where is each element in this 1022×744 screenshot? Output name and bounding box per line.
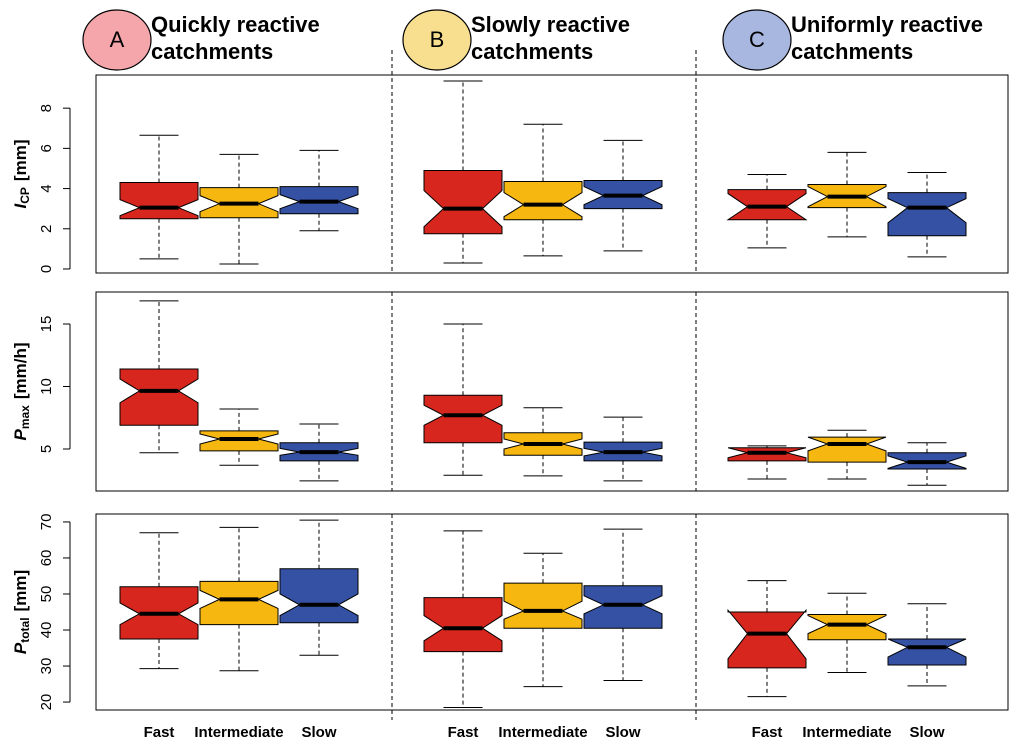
box [279, 568, 359, 624]
box [503, 181, 583, 221]
y-label-unit: [mm] [11, 140, 30, 182]
group-badge [82, 9, 152, 71]
y-label-subscript: CP [18, 187, 32, 204]
box [727, 608, 807, 669]
box [807, 614, 887, 641]
group-title: Uniformly reactive [791, 12, 983, 37]
y-tick-label: 5 [38, 445, 55, 453]
y-tick-label: 10 [38, 378, 55, 395]
box [423, 597, 503, 653]
group-letter: A [110, 27, 125, 52]
y-label-symbol: I [11, 202, 30, 208]
y-label-symbol: P [11, 642, 30, 654]
box [503, 582, 583, 629]
group-title: Slowly reactive [471, 12, 630, 37]
box [119, 182, 199, 220]
x-tick-label: Intermediate [194, 724, 283, 741]
y-tick-label: 15 [38, 316, 55, 333]
group-badge [402, 9, 472, 71]
group-title: catchments [791, 39, 913, 64]
box [119, 368, 199, 426]
y-axis-label: Pmax [mm/h] [11, 342, 32, 440]
group-letter: B [430, 27, 445, 52]
y-label-unit: [mm] [11, 570, 30, 612]
group-badge [722, 9, 792, 71]
box [423, 394, 503, 444]
y-tick-label: 50 [38, 586, 55, 603]
box [583, 585, 663, 629]
y-tick-label: 40 [38, 622, 55, 639]
y-tick-label: 0 [38, 265, 55, 273]
x-tick-label: Slow [605, 724, 640, 741]
panel-frame [95, 291, 1009, 492]
y-axis-label: Ptotal [mm] [11, 570, 32, 654]
x-tick-label: Fast [144, 724, 175, 741]
group-letter: C [749, 27, 765, 52]
group-title: Quickly reactive [151, 12, 320, 37]
x-tick-label: Fast [448, 724, 479, 741]
y-axis-label: ICP [mm] [11, 140, 32, 209]
x-tick-label: Fast [752, 724, 783, 741]
x-tick-label: Slow [301, 724, 336, 741]
box [807, 436, 887, 463]
panel-frame [95, 513, 1009, 711]
y-label-symbol: P [11, 429, 30, 441]
y-label-subscript: max [18, 405, 32, 429]
y-tick-label: 8 [38, 104, 55, 112]
x-tick-label: Intermediate [498, 724, 587, 741]
x-tick-label: Intermediate [802, 724, 891, 741]
y-tick-label: 30 [38, 658, 55, 675]
box [199, 580, 279, 626]
box [887, 192, 967, 237]
y-tick-label: 6 [38, 144, 55, 152]
y-label-subscript: total [18, 617, 32, 642]
panel-frame [95, 74, 1009, 274]
box [423, 169, 503, 235]
box [726, 189, 808, 221]
y-tick-label: 60 [38, 550, 55, 567]
group-title: catchments [471, 39, 593, 64]
y-tick-label: 2 [38, 225, 55, 233]
group-title: catchments [151, 39, 273, 64]
y-tick-label: 20 [38, 694, 55, 711]
x-tick-label: Slow [909, 724, 944, 741]
y-tick-label: 70 [38, 514, 55, 531]
y-tick-label: 4 [38, 184, 55, 192]
y-label-unit: [mm/h] [11, 342, 30, 399]
box [887, 638, 967, 666]
